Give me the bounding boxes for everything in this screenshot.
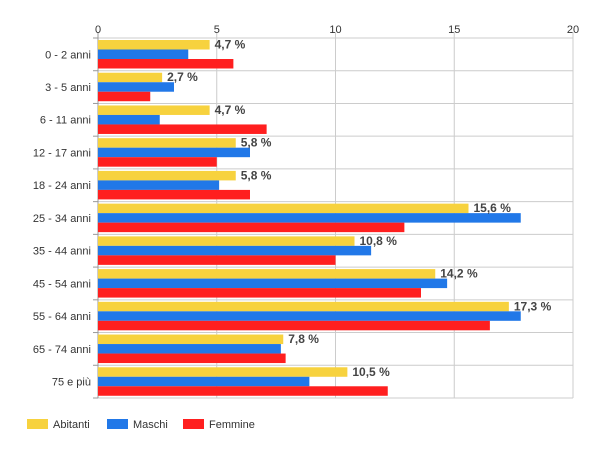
data-label: 10,5 % <box>352 365 390 379</box>
legend-swatch-femmine <box>183 419 204 429</box>
gridlines <box>93 32 574 399</box>
bar-femmine-3 <box>98 157 217 167</box>
bar-abitanti-2 <box>98 105 210 115</box>
data-label: 5,8 % <box>241 136 272 150</box>
bar-abitanti-9 <box>98 334 284 345</box>
x-tick-label: 15 <box>448 24 460 36</box>
bar-maschi-8 <box>98 311 521 321</box>
bar-maschi-6 <box>98 245 372 256</box>
legend-swatch-abitanti <box>27 419 48 429</box>
data-label: 2,7 % <box>167 70 198 84</box>
bar-abitanti-4 <box>98 170 236 181</box>
bar-maschi-2 <box>98 114 160 125</box>
bar-femmine-2 <box>98 124 267 134</box>
x-tick-label: 5 <box>214 24 220 36</box>
bar-femmine-4 <box>98 189 250 200</box>
bar-abitanti-10 <box>98 367 348 377</box>
bar-femmine-7 <box>98 288 421 298</box>
data-label: 4,7 % <box>215 103 246 117</box>
category-label: 0 - 2 anni <box>45 49 91 61</box>
data-label: 4,7 % <box>215 38 246 52</box>
data-labels: 4,7 % 2,7 % 4,7 % 5,8 % 5,8 % 15,6 % 10,8 % 14,… <box>167 38 551 379</box>
data-label: 5,8 % <box>241 168 272 182</box>
bar-maschi-3 <box>98 147 250 158</box>
data-label: 7,8 % <box>288 332 319 346</box>
category-labels: 0 - 2 anni 3 - 5 anni 6 - 11 anni 12 - 17 a… <box>33 49 91 388</box>
bar-abitanti-3 <box>98 138 236 148</box>
bar-maschi-4 <box>98 180 220 190</box>
x-axis-ticks: 0 5 10 15 20 <box>95 24 579 36</box>
data-label: 14,2 % <box>440 267 478 281</box>
x-tick-label: 0 <box>95 24 101 36</box>
category-label: 6 - 11 anni <box>40 115 91 127</box>
bar-abitanti-7 <box>98 269 436 279</box>
category-label: 3 - 5 anni <box>45 82 91 94</box>
bar-maschi-0 <box>98 49 189 59</box>
legend-label-femmine: Femmine <box>209 419 255 431</box>
data-label: 10,8 % <box>360 234 398 248</box>
category-label: 25 - 34 anni <box>33 213 91 225</box>
data-label: 15,6 % <box>474 201 512 215</box>
bar-maschi-9 <box>98 344 281 354</box>
bar-abitanti-6 <box>98 236 355 246</box>
category-label: 12 - 17 anni <box>33 147 91 159</box>
category-label: 65 - 74 anni <box>33 344 91 356</box>
category-label: 45 - 54 anni <box>33 278 91 290</box>
data-label: 17,3 % <box>514 299 552 313</box>
category-label: 35 - 44 anni <box>33 246 91 258</box>
legend: Abitanti Maschi Femmine <box>27 419 255 431</box>
category-label: 18 - 24 anni <box>33 180 91 192</box>
legend-swatch-maschi <box>107 419 128 429</box>
bar-maschi-1 <box>98 82 174 92</box>
bar-femmine-0 <box>98 59 234 69</box>
bar-femmine-10 <box>98 386 388 396</box>
bars <box>98 40 521 396</box>
bar-maschi-5 <box>98 213 521 223</box>
bar-femmine-9 <box>98 353 286 364</box>
category-label: 75 e più <box>52 377 91 389</box>
bar-femmine-5 <box>98 222 405 233</box>
legend-label-abitanti: Abitanti <box>53 419 90 431</box>
bar-abitanti-1 <box>98 72 163 83</box>
bar-femmine-6 <box>98 255 336 265</box>
bar-abitanti-0 <box>98 40 210 50</box>
legend-label-maschi: Maschi <box>133 419 168 431</box>
bar-femmine-1 <box>98 91 151 102</box>
bar-abitanti-8 <box>98 301 509 312</box>
x-tick-label: 20 <box>567 24 579 36</box>
category-label: 55 - 64 anni <box>33 311 91 323</box>
bar-maschi-10 <box>98 376 310 387</box>
bar-abitanti-5 <box>98 203 469 214</box>
bar-maschi-7 <box>98 278 448 289</box>
bar-femmine-8 <box>98 320 490 331</box>
x-tick-label: 10 <box>329 24 341 36</box>
